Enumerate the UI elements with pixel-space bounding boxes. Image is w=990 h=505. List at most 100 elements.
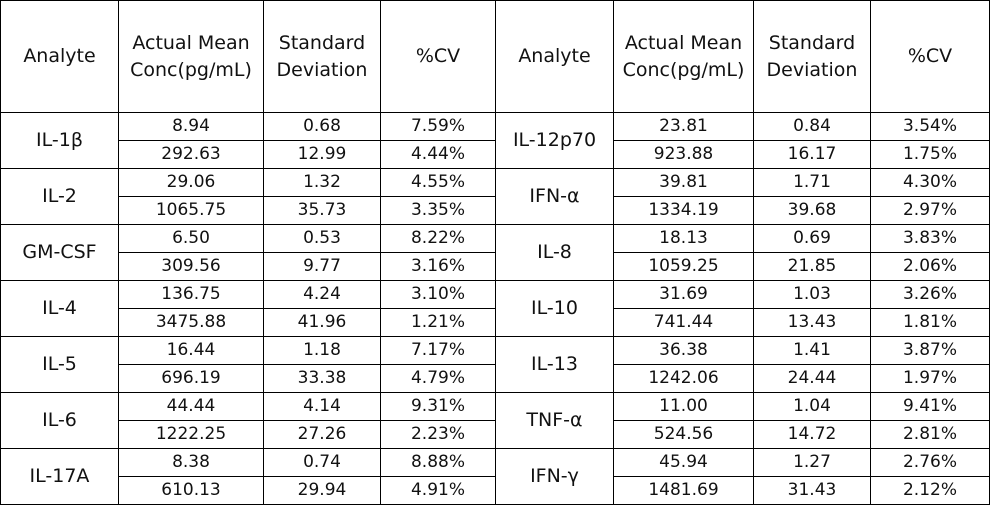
mean-cell: 309.56	[118, 252, 264, 281]
cv-cell: 8.22%	[380, 224, 496, 253]
cv-cell: 3.83%	[870, 224, 990, 253]
header-analyte-left: Analyte	[0, 0, 119, 113]
table-row: 292.63 12.99 4.44% 923.88 16.17 1.75%	[1, 140, 990, 169]
sd-cell: 14.72	[753, 420, 871, 449]
analyte-cell: IL-12p70	[495, 112, 614, 169]
analyte-cell: IFN-α	[495, 168, 614, 225]
header-mean-left: Actual Mean Conc(pg/mL)	[118, 0, 264, 113]
sd-cell: 12.99	[263, 140, 381, 169]
mean-cell: 16.44	[118, 336, 264, 365]
sd-cell: 0.69	[753, 224, 871, 253]
mean-cell: 923.88	[613, 140, 754, 169]
cv-cell: 4.79%	[380, 364, 496, 393]
cv-cell: 3.35%	[380, 196, 496, 225]
analyte-cell: IL-1β	[0, 112, 119, 169]
sd-cell: 31.43	[753, 476, 871, 505]
cv-cell: 3.26%	[870, 280, 990, 309]
table-row: 1222.25 27.26 2.23% 524.56 14.72 2.81%	[1, 420, 990, 449]
table-row: IL-4 136.75 4.24 3.10% IL-10 31.69 1.03 …	[0, 280, 990, 337]
header-sd-left: Standard Deviation	[263, 0, 381, 113]
analyte-cell: IL-4	[0, 280, 119, 337]
analyte-cell: TNF-α	[495, 392, 614, 449]
cv-cell: 2.23%	[380, 420, 496, 449]
sd-cell: 13.43	[753, 308, 871, 337]
sd-cell: 1.41	[753, 336, 871, 365]
cv-cell: 8.88%	[380, 448, 496, 477]
analyte-cell: IL-2	[0, 168, 119, 225]
cv-cell: 4.91%	[380, 476, 496, 505]
mean-cell: 31.69	[613, 280, 754, 309]
table-row: 309.56 9.77 3.16% 1059.25 21.85 2.06%	[1, 252, 990, 281]
sd-cell: 24.44	[753, 364, 871, 393]
mean-cell: 1481.69	[613, 476, 754, 505]
cv-cell: 1.21%	[380, 308, 496, 337]
table-row: IL-1β 8.94 0.68 7.59% IL-12p70 23.81 0.8…	[0, 112, 990, 169]
analyte-cell: GM-CSF	[0, 224, 119, 281]
analyte-cell: IL-6	[0, 392, 119, 449]
cv-cell: 2.81%	[870, 420, 990, 449]
cv-cell: 7.17%	[380, 336, 496, 365]
sd-cell: 1.27	[753, 448, 871, 477]
sd-cell: 1.32	[263, 168, 381, 197]
cv-cell: 9.31%	[380, 392, 496, 421]
table-row: 1065.75 35.73 3.35% 1334.19 39.68 2.97%	[1, 196, 990, 225]
mean-cell: 45.94	[613, 448, 754, 477]
sd-cell: 9.77	[263, 252, 381, 281]
table-row: IL-17A 8.38 0.74 8.88% IFN-γ 45.94 1.27 …	[0, 448, 990, 505]
sd-cell: 21.85	[753, 252, 871, 281]
mean-cell: 44.44	[118, 392, 264, 421]
mean-cell: 1059.25	[613, 252, 754, 281]
sd-cell: 0.53	[263, 224, 381, 253]
sd-cell: 33.38	[263, 364, 381, 393]
analyte-cell: IL-10	[495, 280, 614, 337]
cv-cell: 4.44%	[380, 140, 496, 169]
header-cv-left: %CV	[380, 0, 496, 113]
sd-cell: 4.24	[263, 280, 381, 309]
analyte-cell: IL-8	[495, 224, 614, 281]
cv-cell: 2.76%	[870, 448, 990, 477]
sd-cell: 29.94	[263, 476, 381, 505]
header-cv-right: %CV	[870, 0, 990, 113]
sd-cell: 16.17	[753, 140, 871, 169]
mean-cell: 6.50	[118, 224, 264, 253]
sd-cell: 39.68	[753, 196, 871, 225]
cv-cell: 1.81%	[870, 308, 990, 337]
cv-cell: 2.97%	[870, 196, 990, 225]
table-row: 696.19 33.38 4.79% 1242.06 24.44 1.97%	[1, 364, 990, 393]
cv-cell: 1.97%	[870, 364, 990, 393]
mean-cell: 3475.88	[118, 308, 264, 337]
cv-cell: 2.12%	[870, 476, 990, 505]
sd-cell: 1.71	[753, 168, 871, 197]
table-row: IL-5 16.44 1.18 7.17% IL-13 36.38 1.41 3…	[0, 336, 990, 393]
sd-cell: 35.73	[263, 196, 381, 225]
mean-cell: 11.00	[613, 392, 754, 421]
sd-cell: 41.96	[263, 308, 381, 337]
table-row: GM-CSF 6.50 0.53 8.22% IL-8 18.13 0.69 3…	[0, 224, 990, 281]
sd-cell: 0.74	[263, 448, 381, 477]
cv-cell: 2.06%	[870, 252, 990, 281]
table-row: IL-2 29.06 1.32 4.55% IFN-α 39.81 1.71 4…	[0, 168, 990, 225]
mean-cell: 29.06	[118, 168, 264, 197]
sd-cell: 0.84	[753, 112, 871, 141]
mean-cell: 1242.06	[613, 364, 754, 393]
sd-cell: 0.68	[263, 112, 381, 141]
mean-cell: 524.56	[613, 420, 754, 449]
analyte-cell: IFN-γ	[495, 448, 614, 505]
mean-cell: 18.13	[613, 224, 754, 253]
cv-cell: 3.87%	[870, 336, 990, 365]
mean-cell: 1334.19	[613, 196, 754, 225]
cv-cell: 9.41%	[870, 392, 990, 421]
mean-cell: 1065.75	[118, 196, 264, 225]
mean-cell: 741.44	[613, 308, 754, 337]
cv-cell: 3.16%	[380, 252, 496, 281]
sd-cell: 1.04	[753, 392, 871, 421]
mean-cell: 292.63	[118, 140, 264, 169]
analyte-cell: IL-17A	[0, 448, 119, 505]
cv-cell: 7.59%	[380, 112, 496, 141]
analyte-cell: IL-5	[0, 336, 119, 393]
sd-cell: 1.18	[263, 336, 381, 365]
sd-cell: 27.26	[263, 420, 381, 449]
mean-cell: 36.38	[613, 336, 754, 365]
mean-cell: 136.75	[118, 280, 264, 309]
